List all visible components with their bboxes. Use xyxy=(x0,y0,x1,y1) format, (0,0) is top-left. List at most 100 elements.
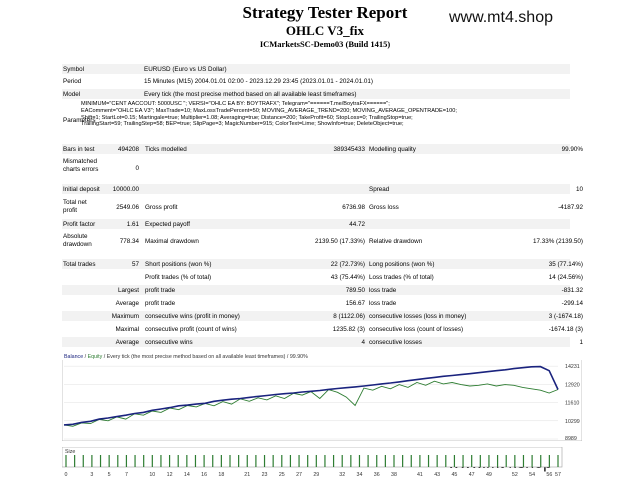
reldd-label: Relative drawdown xyxy=(369,238,423,245)
mcp-value: 1235.82 (3) xyxy=(332,326,365,333)
parameters-line: TrailingStart=59; TrailingStep=58; BEP=t… xyxy=(81,121,404,128)
deposit-value: 10000.00 xyxy=(112,186,139,193)
y-tick-label: 8989 xyxy=(565,436,577,441)
y-tick-label: 11610 xyxy=(565,401,579,407)
size-bar xyxy=(134,455,136,467)
netprofit-value: 2549.06 xyxy=(116,204,139,211)
x-tick-label: 16 xyxy=(201,472,207,478)
size-bar xyxy=(108,455,110,467)
netprofit-label: Total net profit xyxy=(63,199,123,214)
size-bar xyxy=(212,455,214,467)
size-bar xyxy=(471,455,473,467)
parameters-label: Parameters xyxy=(63,117,96,124)
x-tick-label: 21 xyxy=(244,472,250,478)
row-stripe xyxy=(62,219,570,229)
balance-line xyxy=(63,365,559,426)
x-tick-label: 45 xyxy=(451,472,457,478)
x-tick-label: 0 xyxy=(65,472,68,478)
ap-label: profit trade xyxy=(145,300,176,307)
x-tick-label: 14 xyxy=(184,472,190,478)
grossloss-label: Gross loss xyxy=(369,204,399,211)
size-bar xyxy=(255,455,257,467)
chart-header-sep: / xyxy=(83,354,87,360)
symbol-value: EURUSD (Euro vs US Dollar) xyxy=(144,66,227,73)
quality-label: Modelling quality xyxy=(369,146,416,153)
chart-header: Balance / Equity / Every tick (the most … xyxy=(64,354,308,360)
size-bar xyxy=(143,455,145,467)
size-bar xyxy=(186,455,188,467)
long-label: Long positions (won %) xyxy=(369,261,435,268)
x-tick-label: 56 xyxy=(546,472,552,478)
acl-label: consecutive losses xyxy=(369,339,422,346)
size-bar xyxy=(246,455,248,467)
absdd-label-line: drawdown xyxy=(63,240,92,248)
x-tick-label: 41 xyxy=(417,472,423,478)
period-label: Period xyxy=(63,78,82,85)
size-bar xyxy=(350,455,352,467)
size-bar xyxy=(177,455,179,467)
y-tick-label: 12920 xyxy=(565,382,580,388)
spread-label: Spread xyxy=(369,186,390,193)
size-bar xyxy=(65,455,67,467)
size-bar xyxy=(540,455,542,467)
size-bar xyxy=(91,455,93,467)
size-bar xyxy=(410,455,412,467)
size-frame xyxy=(62,447,563,468)
pf-label: Profit factor xyxy=(63,221,96,228)
row-stripe xyxy=(62,259,570,269)
size-bar xyxy=(453,455,456,467)
quality-value: 99.90% xyxy=(561,146,583,153)
deposit-label: Initial deposit xyxy=(63,186,100,193)
y-tick-label: 10299 xyxy=(565,419,580,425)
size-bar xyxy=(419,455,421,467)
al-label: loss trade xyxy=(369,300,397,307)
parameters-line: EAComment="OHLC EA V3"; MaxTrade=10; Max… xyxy=(81,107,457,114)
size-bars xyxy=(65,455,559,467)
lp-value: 789.50 xyxy=(345,287,365,294)
size-bar xyxy=(367,455,369,467)
bars-label: Bars in test xyxy=(63,146,95,153)
size-bar xyxy=(384,455,386,467)
x-tick-label: 10 xyxy=(149,472,155,478)
grossprofit-label: Gross profit xyxy=(145,204,178,211)
size-bar xyxy=(488,455,490,467)
size-bar xyxy=(445,455,447,467)
x-tick-label: 23 xyxy=(262,472,268,478)
ll-value: -831.32 xyxy=(561,287,583,294)
chart-header-balance: Balance xyxy=(64,354,83,360)
absdd-label-line: Absolute xyxy=(63,233,88,240)
size-bar xyxy=(341,455,343,467)
size-bar xyxy=(229,455,231,467)
size-bar xyxy=(376,455,378,467)
netprofit-label-line: Total net xyxy=(63,199,87,206)
size-bar xyxy=(160,455,162,467)
size-bar-chart: Size 0 3 5 7 10 12 14 16 18 21 23 25 27 29 32 34 36 38 41 4… xyxy=(62,447,563,478)
size-bar xyxy=(479,455,481,467)
x-tick-label: 43 xyxy=(434,472,440,478)
x-tick-label: 29 xyxy=(313,472,319,478)
x-tick-label: 38 xyxy=(391,472,397,478)
mismatch-label-line: charts errors xyxy=(63,165,99,173)
period-value: 15 Minutes (M15) 2004.01.01 02:00 - 2023… xyxy=(144,78,373,85)
mcloss-value: -1674.18 (3) xyxy=(548,326,583,333)
acw-value: 4 xyxy=(361,339,365,346)
size-bar xyxy=(393,455,395,467)
size-bar xyxy=(307,455,309,467)
size-bar xyxy=(289,455,292,467)
chart-x-axis: 0 3 5 7 10 12 14 16 18 21 23 25 27 29 32 34 36 38 41 43 45 47… xyxy=(65,472,561,478)
mismatch-label: Mismatched charts errors xyxy=(63,158,123,173)
size-bar xyxy=(427,455,430,467)
size-bar xyxy=(203,455,205,467)
size-bar xyxy=(496,455,499,467)
mismatch-value: 0 xyxy=(135,165,139,172)
ltrades-label: Loss trades (% of total) xyxy=(369,274,434,281)
maximum-label: Maximum xyxy=(111,313,139,320)
mcw-value: 8 (1122.06) xyxy=(333,313,365,320)
grossloss-value: -4187.92 xyxy=(558,204,583,211)
chart-header-equity: Equity xyxy=(88,354,103,360)
size-bar xyxy=(298,455,300,467)
x-tick-label: 54 xyxy=(529,472,535,478)
pf-value: 1.61 xyxy=(126,221,139,228)
row-stripe xyxy=(62,337,570,347)
grossprofit-value: 6736.98 xyxy=(342,204,365,211)
